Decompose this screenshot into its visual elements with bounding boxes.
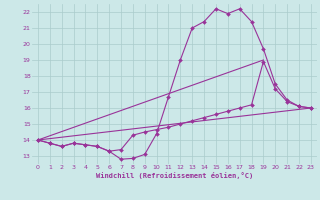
X-axis label: Windchill (Refroidissement éolien,°C): Windchill (Refroidissement éolien,°C): [96, 172, 253, 179]
